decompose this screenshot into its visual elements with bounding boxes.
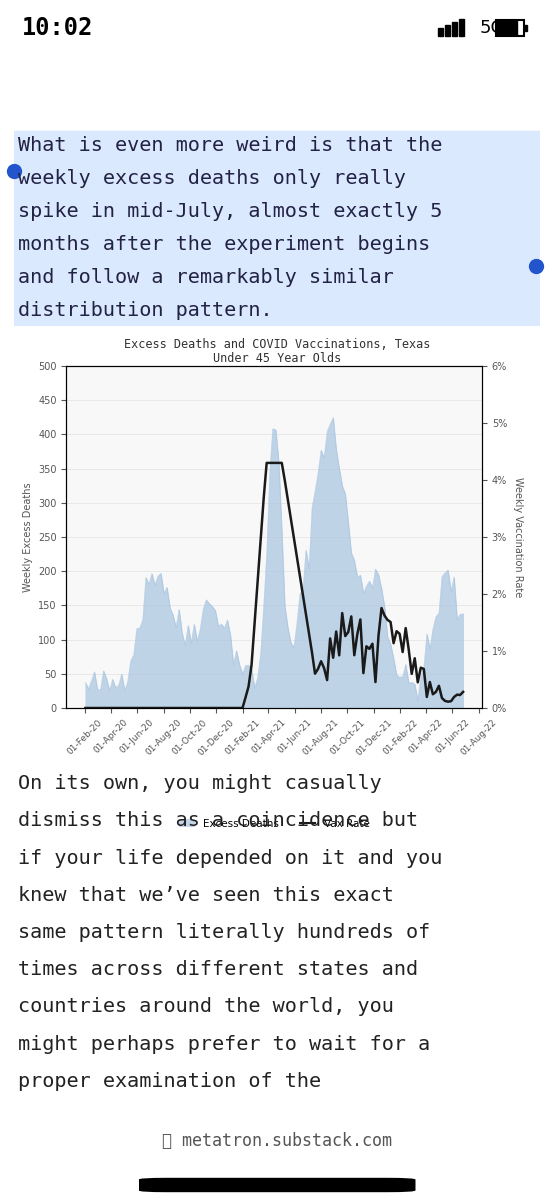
Y-axis label: Weekly Excess Deaths: Weekly Excess Deaths — [23, 482, 33, 592]
Legend: Excess Deaths, Vax Rate: Excess Deaths, Vax Rate — [175, 815, 373, 833]
Text: and follow a remarkably similar: and follow a remarkably similar — [18, 268, 394, 287]
Bar — [496, 20, 524, 36]
Text: months after the experiment begins: months after the experiment begins — [18, 235, 430, 254]
Line: Vax Rate: Vax Rate — [85, 463, 463, 708]
FancyBboxPatch shape — [6, 334, 548, 752]
Bar — [445, 25, 450, 36]
Text: proper examination of the: proper examination of the — [18, 1072, 321, 1091]
Text: might perhaps prefer to wait for a: might perhaps prefer to wait for a — [18, 1034, 430, 1054]
FancyBboxPatch shape — [14, 131, 540, 326]
Text: knew that we’ve seen this exact: knew that we’ve seen this exact — [18, 886, 394, 905]
Text: weekly excess deaths only really: weekly excess deaths only really — [18, 169, 406, 187]
Text: 10:02: 10:02 — [22, 16, 93, 40]
Text: dismiss this as a coincidence but: dismiss this as a coincidence but — [18, 811, 418, 830]
Text: On its own, you might casually: On its own, you might casually — [18, 774, 382, 793]
FancyBboxPatch shape — [138, 1178, 416, 1193]
Text: 🔒 metatron.substack.com: 🔒 metatron.substack.com — [162, 1132, 392, 1150]
Text: Under 45 Year Olds: Under 45 Year Olds — [213, 352, 341, 365]
Text: distribution pattern.: distribution pattern. — [18, 301, 273, 320]
Text: countries around the world, you: countries around the world, you — [18, 997, 394, 1016]
Text: spike in mid-July, almost exactly 5: spike in mid-July, almost exactly 5 — [18, 202, 443, 221]
Bar — [524, 25, 527, 31]
Text: same pattern literally hundreds of: same pattern literally hundreds of — [18, 923, 430, 942]
Text: times across different states and: times across different states and — [18, 960, 418, 979]
Text: Excess Deaths and COVID Vaccinations, Texas: Excess Deaths and COVID Vaccinations, Te… — [124, 338, 430, 352]
Bar — [497, 20, 517, 35]
Bar — [438, 28, 443, 36]
Y-axis label: Weekly Vaccination Rate: Weekly Vaccination Rate — [512, 476, 522, 598]
Text: What is even more weird is that the: What is even more weird is that the — [18, 136, 443, 155]
Text: if your life depended on it and you: if your life depended on it and you — [18, 848, 443, 868]
Text: 5G: 5G — [480, 19, 505, 37]
Bar — [452, 22, 457, 36]
Bar — [459, 19, 464, 36]
